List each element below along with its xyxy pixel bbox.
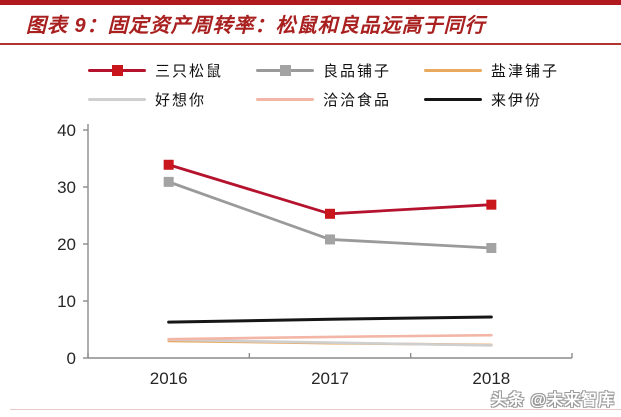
legend-label: 良品铺子 <box>323 62 392 80</box>
legend-item-1: 三只松鼠 <box>88 60 256 80</box>
y-axis-tick-label: 10 <box>57 292 76 311</box>
legend-line-sample <box>256 97 314 101</box>
data-point-marker-1 <box>163 159 174 170</box>
series-line-6 <box>167 315 493 324</box>
legend-item-4: 好想你 <box>88 89 256 109</box>
legend-label: 盐津铺子 <box>491 62 560 80</box>
legend-item-2: 良品铺子 <box>256 60 424 80</box>
series-line-4 <box>167 338 493 347</box>
legend-item-6: 来伊份 <box>424 89 582 109</box>
legend-square-marker <box>280 64 291 76</box>
legend-line-sample <box>256 64 314 76</box>
legend-line-sample <box>424 97 482 101</box>
data-point-marker-2 <box>325 234 335 245</box>
legend-label: 三只松鼠 <box>155 62 224 80</box>
legend-square-marker <box>112 64 123 76</box>
legend-label: 洽洽食品 <box>323 91 392 109</box>
x-axis-tick-label: 2016 <box>150 369 188 388</box>
footer-rule <box>10 409 621 410</box>
header-top-rule <box>0 0 621 5</box>
legend-item-3: 盐津铺子 <box>424 60 582 80</box>
data-point-marker-2 <box>163 176 174 187</box>
line-chart: 0 10 20 30 40 2016 2017 2018 <box>57 121 573 388</box>
legend-item-5: 洽洽食品 <box>256 89 424 109</box>
y-axis-tick-label: 0 <box>67 349 76 368</box>
y-axis-tick-label: 40 <box>57 121 76 140</box>
series-line-5 <box>167 333 493 341</box>
data-point-marker-1 <box>325 208 335 219</box>
y-axis-tick-label: 30 <box>57 178 76 197</box>
legend-line-sample <box>88 97 146 101</box>
legend-label: 来伊份 <box>491 91 543 109</box>
legend-line-sample <box>88 64 146 76</box>
data-point-marker-1 <box>486 199 497 210</box>
chart-legend: 三只松鼠 良品铺子 盐津铺子好想你 洽洽食品 来伊份 <box>88 60 588 109</box>
series-line-1 <box>167 163 493 216</box>
x-axis-tick-label: 2017 <box>311 369 349 388</box>
data-point-marker-2 <box>486 242 497 253</box>
header-bottom-rule <box>0 43 621 45</box>
figure-title: 图表 9：固定资产周转率：松鼠和良品远高于同行 <box>26 15 486 37</box>
legend-label: 好想你 <box>155 91 207 109</box>
x-axis-tick-label: 2018 <box>472 369 510 388</box>
y-axis-tick-label: 20 <box>57 235 76 254</box>
legend-line-sample <box>424 68 482 72</box>
watermark: 头条 @未来智库 <box>490 392 615 409</box>
